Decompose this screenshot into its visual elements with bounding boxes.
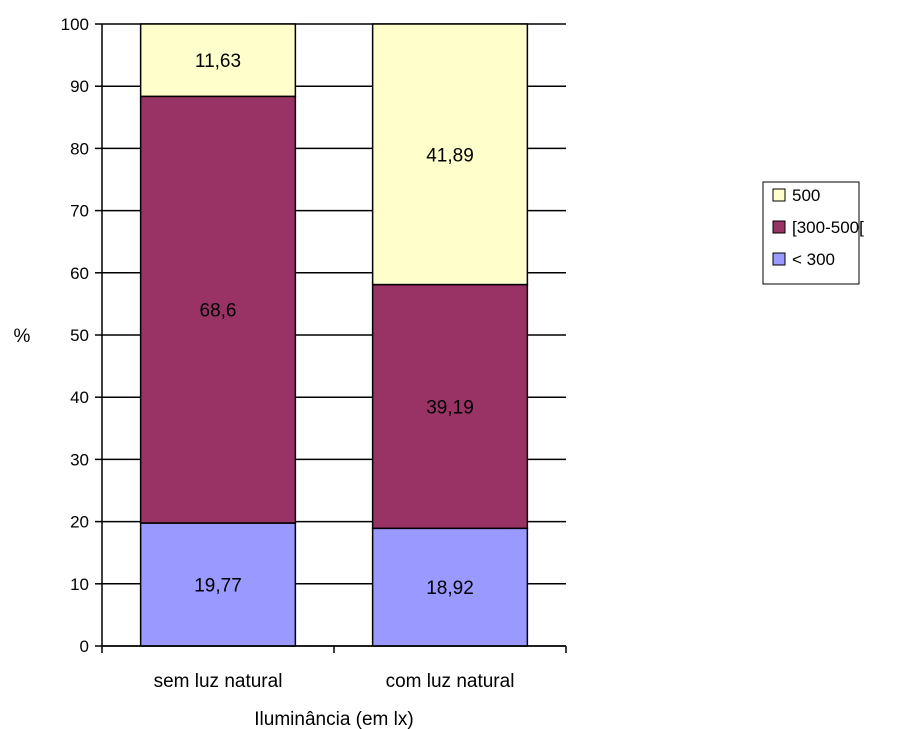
legend-swatch [772,252,786,266]
y-tick-label: 40 [70,388,89,407]
y-tick-label: 50 [70,326,89,345]
y-tick-label: 30 [70,450,89,469]
bar-segment [139,23,297,98]
legend-swatch [772,188,786,202]
legend-label: 500 [792,186,820,205]
bar-segment [371,23,529,286]
x-axis-title: Iluminância (em lx) [254,709,413,729]
data-label: 18,92 [426,578,474,599]
y-tick-label: 0 [80,637,89,656]
legend-label: < 300 [792,250,835,269]
x-category-label: sem luz natural [154,671,283,692]
x-category-label: com luz natural [386,671,515,692]
y-tick-label: 90 [70,77,89,96]
legend-swatch [772,220,786,234]
data-label: 19,77 [194,576,242,597]
legend: 500 [300-500[ < 300 [762,181,864,285]
data-label: 41,89 [426,145,474,166]
data-label: 11,63 [195,51,241,72]
x-axis-categories: sem luz natural com luz natural [101,646,567,692]
y-axis-title: % [14,326,31,347]
bar-segment [371,283,529,530]
bars-group: 19,77 68,6 11,63 18,92 39,19 41,89 [139,23,529,647]
data-label: 68,6 [200,301,237,322]
y-tick-label: 60 [70,264,89,283]
bar-segment [139,95,297,524]
y-tick-label: 20 [70,513,89,532]
y-tick-label: 70 [70,202,89,221]
data-label: 39,19 [426,397,474,418]
legend-label: [300-500[ [792,218,864,237]
y-tick-label: 100 [61,15,89,34]
y-tick-label: 80 [70,139,89,158]
y-tick-label: 10 [70,575,89,594]
